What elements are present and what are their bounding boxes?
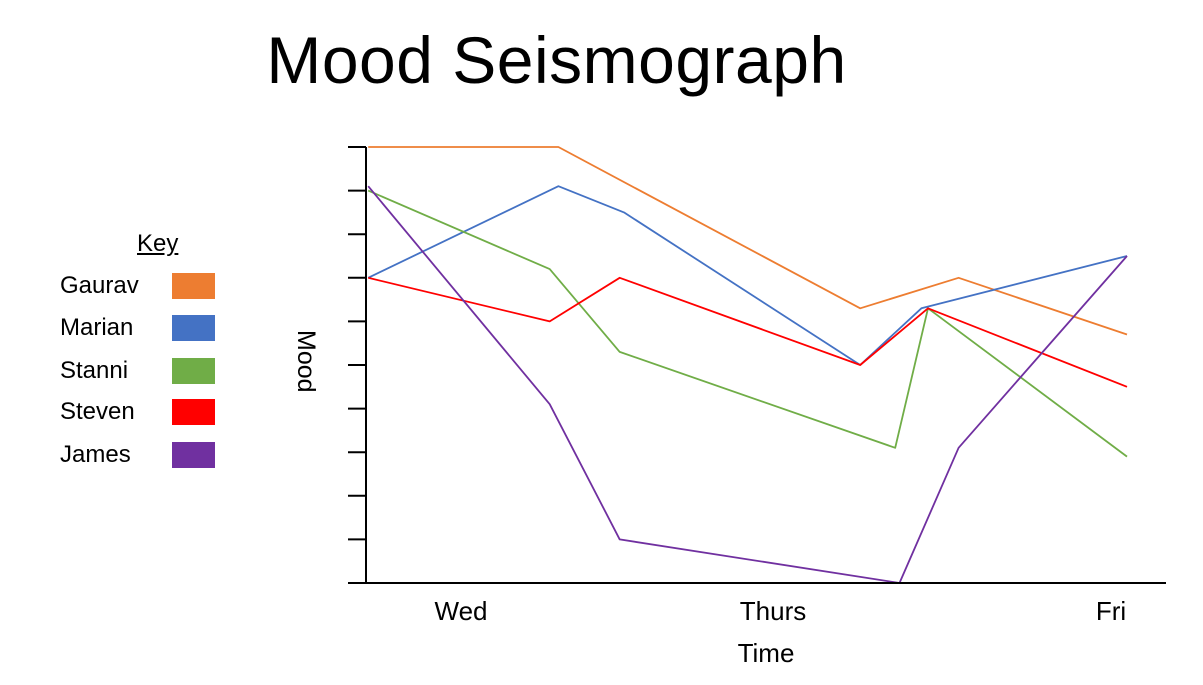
legend-item-steven: Steven <box>60 398 230 426</box>
legend-label: Marian <box>60 314 134 341</box>
legend-label: Gaurav <box>60 272 139 299</box>
legend-label: James <box>60 441 131 468</box>
legend-item-marian: Marian <box>60 314 230 342</box>
series-line-gaurav <box>368 146 1128 336</box>
series-line-james <box>367 185 1128 584</box>
x-tick-label: Thurs <box>739 596 807 626</box>
x-axis-label: Time <box>737 638 795 668</box>
legend-title: Key <box>137 230 179 257</box>
legend-swatch-purple <box>172 442 215 468</box>
legend-item-james: James <box>60 441 230 469</box>
series-line-marian <box>367 185 1128 366</box>
legend-label: Steven <box>60 398 135 425</box>
legend-label: Stanni <box>60 357 129 384</box>
series-line-stanni <box>367 189 1128 458</box>
x-tick-label: Wed <box>434 596 488 626</box>
legend-swatch-red <box>172 399 215 425</box>
chart-title: Mood Seismograph <box>266 23 847 97</box>
series-line-steven <box>367 276 1128 388</box>
legend-swatch-orange <box>172 273 215 299</box>
legend-swatch-green <box>172 358 215 384</box>
axes <box>348 146 1166 584</box>
legend-item-stanni: Stanni <box>60 357 230 385</box>
x-tick-label: Fri <box>1095 596 1127 626</box>
legend-swatch-blue <box>172 315 215 341</box>
series-layer <box>367 146 1128 584</box>
legend-item-gaurav: Gaurav <box>60 272 230 300</box>
